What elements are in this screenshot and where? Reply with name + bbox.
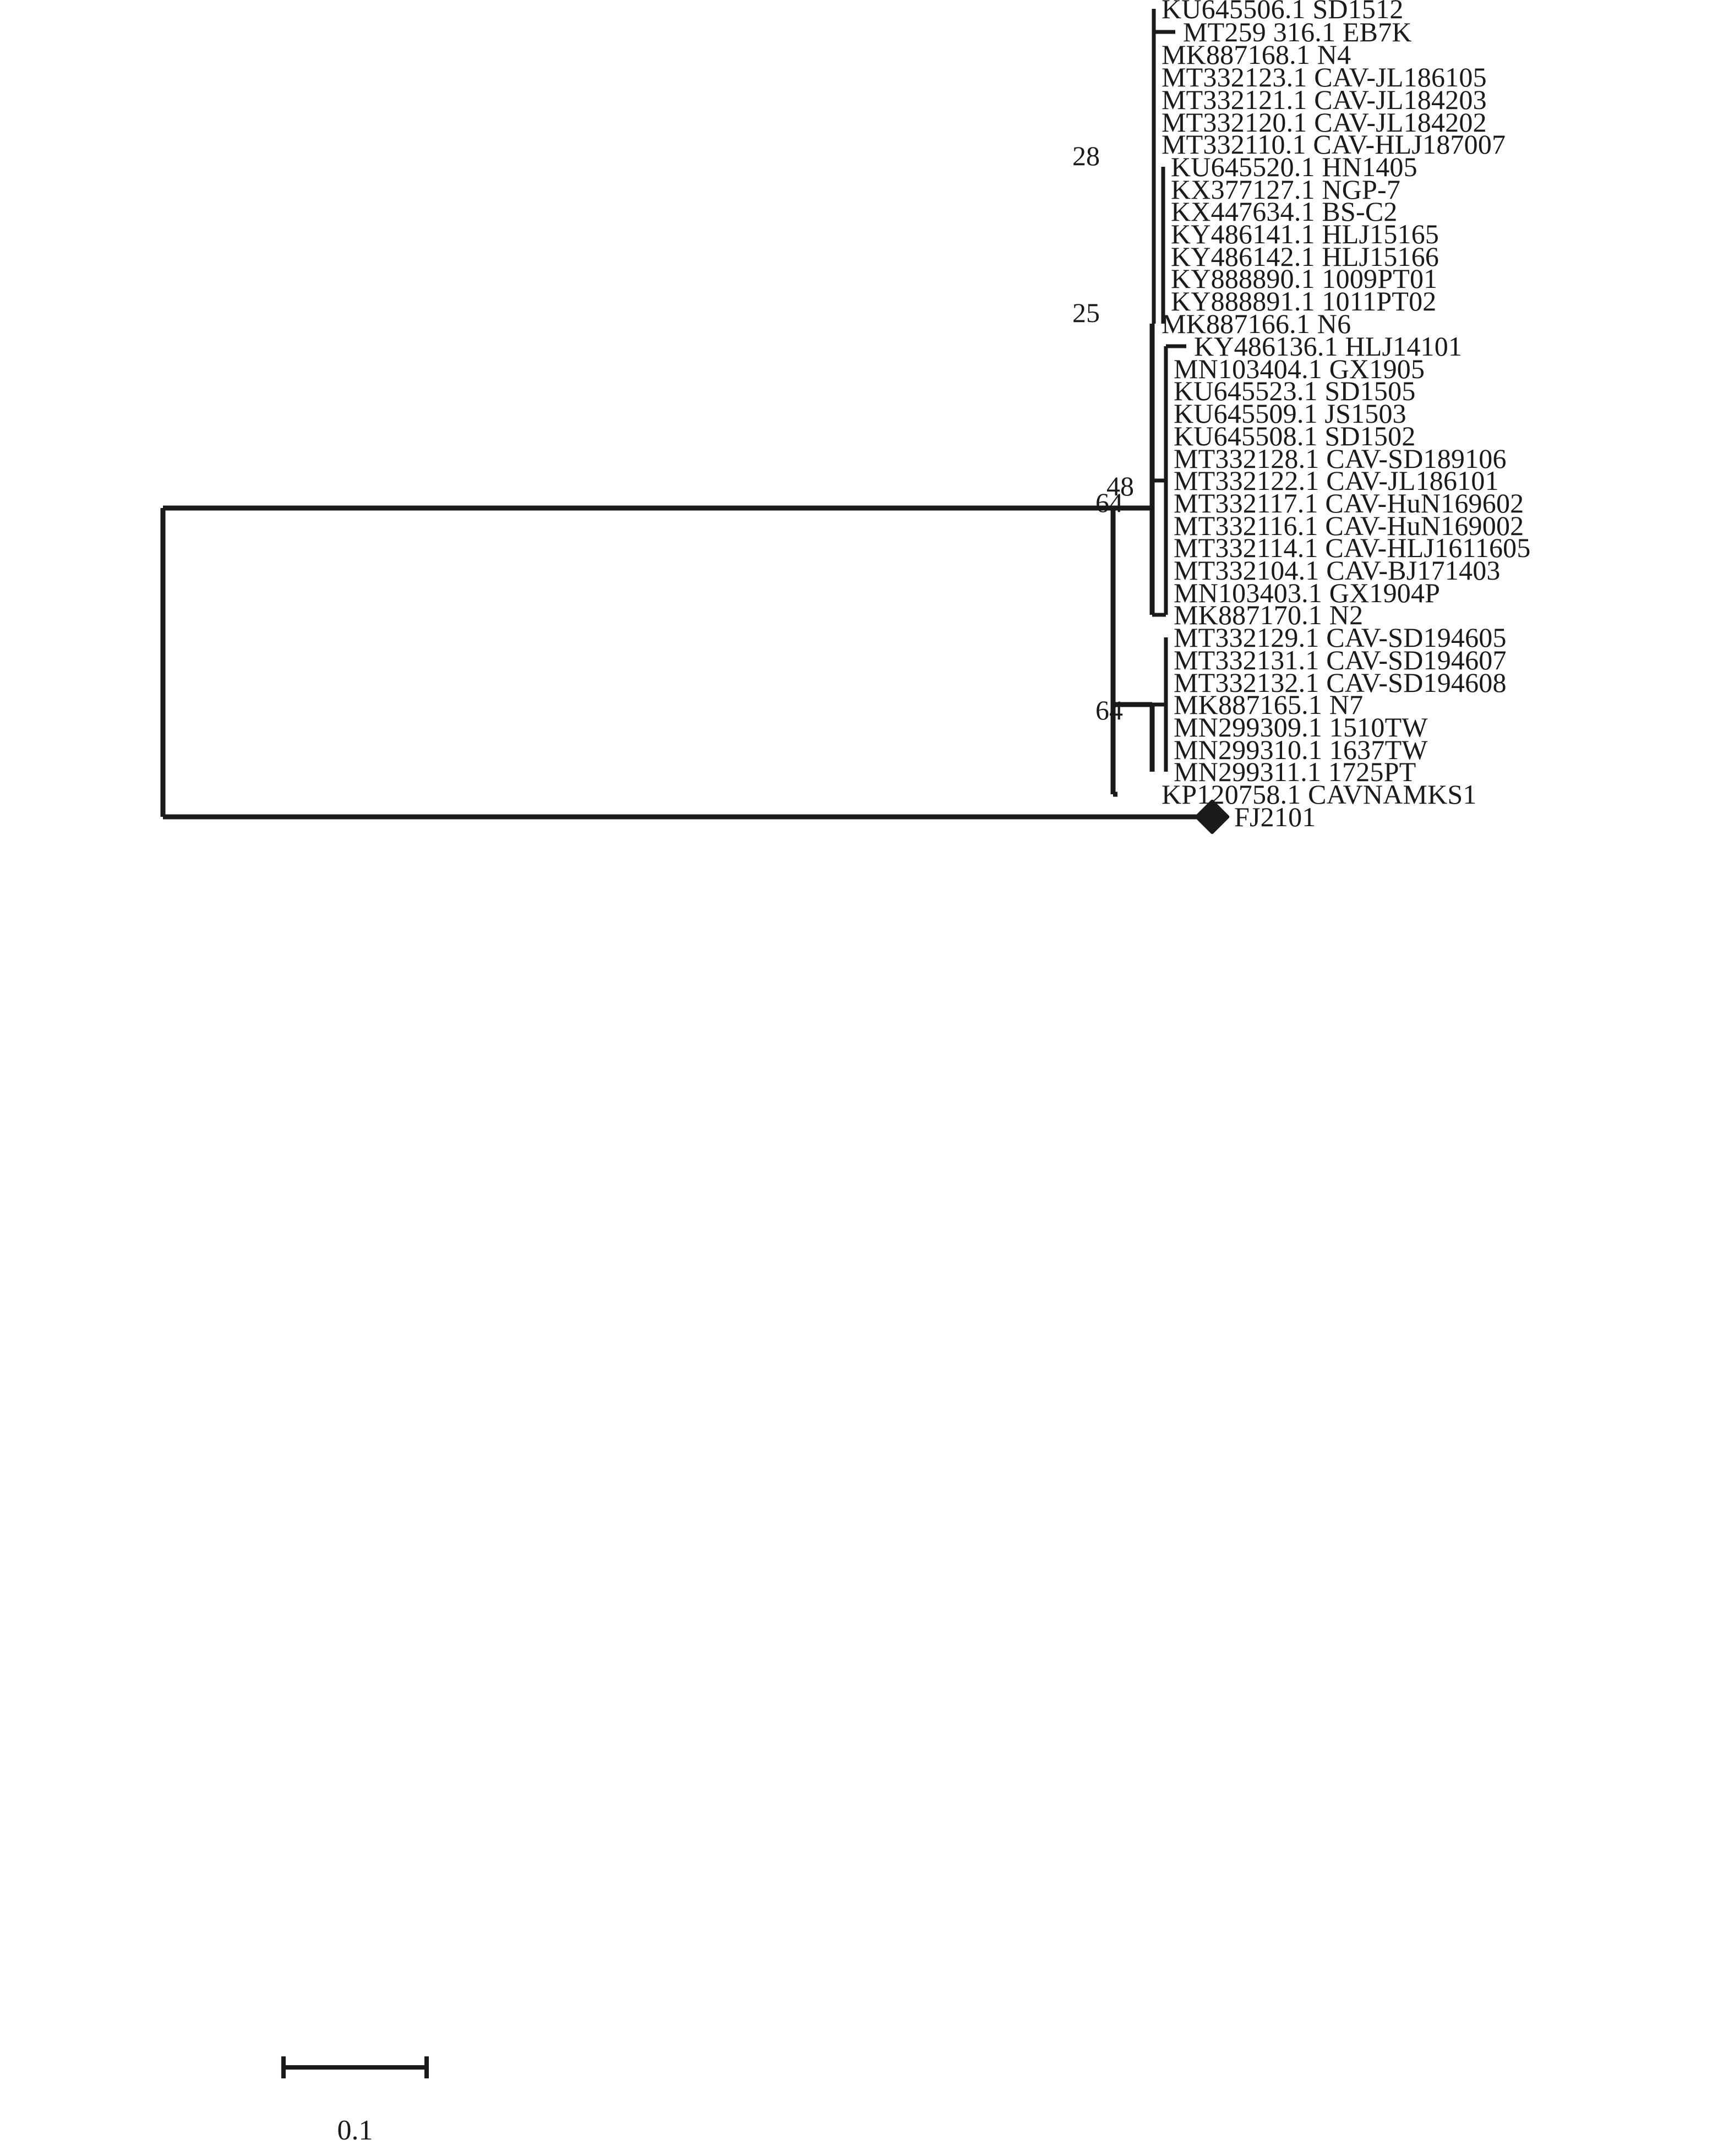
tip-label-sd1505: KU645523.1 SD1505 [1174,375,1416,406]
tip-label-hlj15166: KY486142.1 HLJ15166 [1171,241,1439,272]
support-value-clade-A-backbone: 28 [1072,140,1100,171]
tip-label-hlj15165: KY486141.1 HLJ15165 [1171,219,1439,249]
tip-label-cav-sd194605: MT332129.1 CAV-SD194605 [1174,622,1507,653]
tip-label-hlj14101: KY486136.1 HLJ14101 [1194,331,1463,362]
tip-label-1009pt01: KY888890.1 1009PT01 [1171,263,1438,294]
tip-label-ngp-7: KX377127.1 NGP-7 [1171,174,1401,205]
tip-label-1637tw: MN299310.1 1637TW [1174,734,1428,765]
tip-label-1510tw: MN299309.1 1510TW [1174,712,1428,743]
tip-label-js1503: KU645509.1 JS1503 [1174,398,1406,429]
tip-label-cav-sd194608: MT332132.1 CAV-SD194608 [1174,667,1507,698]
tip-label-cav-sd189106: MT332128.1 CAV-SD189106 [1174,443,1507,474]
tip-label-sd1512: KU645506.1 SD1512 [1162,0,1404,24]
tip-label-hn1405: KU645520.1 HN1405 [1171,151,1417,182]
tip-label-cav-jl186101: MT332122.1 CAV-JL186101 [1174,465,1499,496]
tip-label-cav-hlj187007: MT332110.1 CAV-HLJ187007 [1162,129,1506,160]
tip-label-cav-hun169002: MT332116.1 CAV-HuN169002 [1174,510,1524,541]
tip-label-cav-jl184203: MT332121.1 CAV-JL184203 [1162,84,1487,115]
tip-label-cav-bj171403: MT332104.1 CAV-BJ171403 [1174,555,1501,586]
tip-label-sd1502: KU645508.1 SD1502 [1174,421,1416,451]
tip-label-1725pt: MN299311.1 1725PT [1174,756,1416,787]
tip-label-cav-sd194607: MT332131.1 CAV-SD194607 [1174,645,1507,675]
tip-label-cav-jl184202: MT332120.1 CAV-JL184202 [1162,107,1487,138]
tip-label-n4: MK887168.1 N4 [1162,39,1351,70]
support-value-clade-D-outer: 64 [1095,695,1123,725]
tip-label-bs-c2: KX447634.1 BS-C2 [1171,196,1398,227]
tip-label-cav-jl186105: MT332123.1 CAV-JL186105 [1162,62,1487,92]
support-value-clade-C-outer: 64 [1095,487,1123,518]
tip-label-fj2101: FJ2101 [1234,801,1316,832]
tip-label-1011pt02: KY888891.1 1011PT02 [1171,286,1437,316]
scale-bar-label: 0.1 [337,2115,373,2146]
tip-label-n7: MK887165.1 N7 [1174,689,1364,720]
support-value-clade-B-backbone: 25 [1072,297,1100,328]
tip-label-cav-hlj1611605: MT332114.1 CAV-HLJ1611605 [1174,532,1531,563]
support-value-clade-C-inner: 48 [1106,471,1134,501]
tip-label-gx1905: MN103404.1 GX1905 [1174,353,1425,384]
tip-label-n2: MK887170.1 N2 [1174,599,1364,630]
tip-label-cav-hun169602: MT332117.1 CAV-HuN169602 [1174,488,1524,518]
branch-layer [160,9,1200,820]
tip-label-n6: MK887166.1 N6 [1162,308,1351,339]
tip-label-eb7k: MT259 316.1 EB7K [1183,17,1412,47]
tip-label-gx1904p: MN103403.1 GX1904P [1174,577,1441,608]
scale-bar-group [281,2056,429,2078]
